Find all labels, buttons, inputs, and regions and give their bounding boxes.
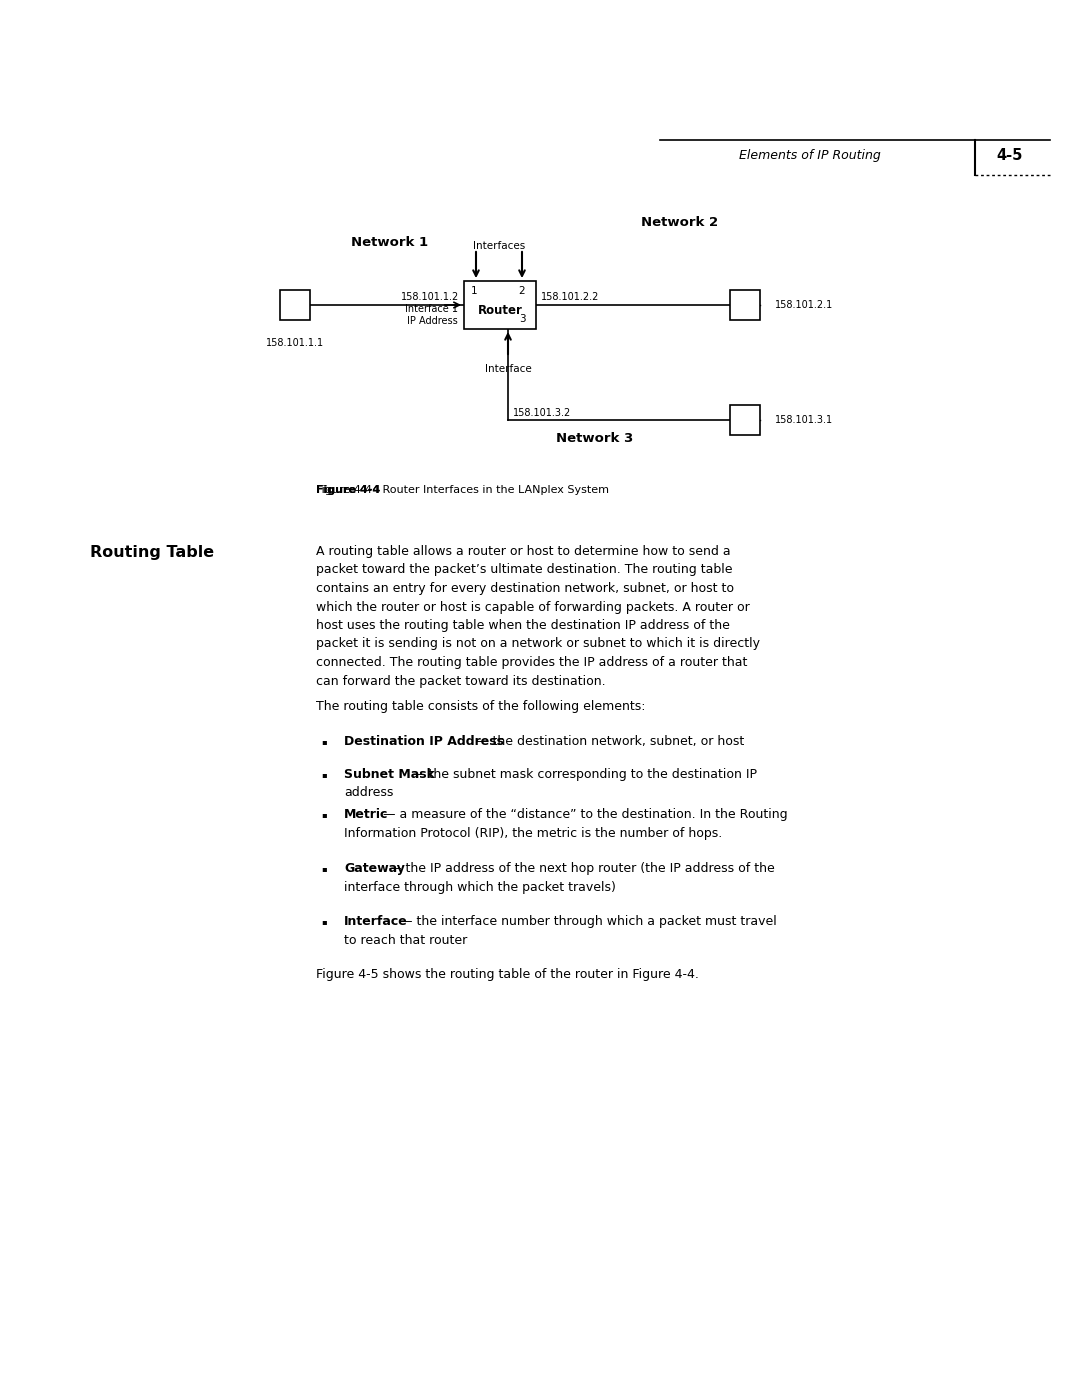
Text: Router: Router [477, 305, 523, 317]
Text: 4-5: 4-5 [997, 148, 1023, 162]
Text: ▪: ▪ [321, 738, 327, 746]
Text: 2: 2 [518, 286, 525, 296]
Text: Network 2: Network 2 [642, 217, 718, 229]
Text: Interface 1
IP Address: Interface 1 IP Address [405, 303, 458, 327]
Text: Information Protocol (RIP), the metric is the number of hops.: Information Protocol (RIP), the metric i… [345, 827, 723, 840]
Text: packet it is sending is not on a network or subnet to which it is directly: packet it is sending is not on a network… [316, 637, 760, 651]
Text: 158.101.3.2: 158.101.3.2 [513, 408, 571, 418]
Text: ▪: ▪ [321, 863, 327, 873]
Text: host uses the routing table when the destination IP address of the: host uses the routing table when the des… [316, 619, 730, 631]
Text: Figure 4-4: Figure 4-4 [316, 485, 380, 495]
Text: ▪: ▪ [321, 810, 327, 819]
Text: — the interface number through which a packet must travel: — the interface number through which a p… [396, 915, 777, 928]
Text: interface through which the packet travels): interface through which the packet trave… [345, 880, 616, 894]
Bar [730, 405, 760, 434]
Text: — the subnet mask corresponding to the destination IP: — the subnet mask corresponding to the d… [408, 768, 757, 781]
Text: Routing Table: Routing Table [90, 545, 214, 560]
Text: Network 1: Network 1 [351, 236, 429, 249]
Bar [730, 291, 760, 320]
Text: 158.101.3.1: 158.101.3.1 [775, 415, 833, 425]
Text: 1: 1 [471, 286, 477, 296]
Text: connected. The routing table provides the IP address of a router that: connected. The routing table provides th… [316, 657, 747, 669]
Text: — a measure of the “distance” to the destination. In the Routing: — a measure of the “distance” to the des… [379, 807, 787, 821]
Text: — the destination network, subnet, or host: — the destination network, subnet, or ho… [472, 735, 744, 747]
Text: 3: 3 [518, 314, 525, 324]
Text: Subnet Mask: Subnet Mask [345, 768, 435, 781]
Text: Figure 4-4: Figure 4-4 [316, 485, 380, 495]
Text: can forward the packet toward its destination.: can forward the packet toward its destin… [316, 675, 606, 687]
Text: 158.101.2.1: 158.101.2.1 [775, 300, 834, 310]
Text: Interfaces: Interfaces [473, 242, 525, 251]
Text: A routing table allows a router or host to determine how to send a: A routing table allows a router or host … [316, 545, 731, 557]
Text: contains an entry for every destination network, subnet, or host to: contains an entry for every destination … [316, 583, 734, 595]
Text: address: address [345, 787, 393, 799]
Text: The routing table consists of the following elements:: The routing table consists of the follow… [316, 700, 646, 712]
Text: to reach that router: to reach that router [345, 933, 468, 947]
Text: which the router or host is capable of forwarding packets. A router or: which the router or host is capable of f… [316, 601, 750, 613]
Text: packet toward the packet’s ultimate destination. The routing table: packet toward the packet’s ultimate dest… [316, 563, 732, 577]
Text: Metric: Metric [345, 807, 389, 821]
Text: ▪: ▪ [321, 916, 327, 926]
Bar [464, 281, 536, 330]
Bar [280, 291, 310, 320]
Text: Interface: Interface [345, 915, 408, 928]
Text: ▪: ▪ [321, 770, 327, 780]
Text: Figure 4-5 shows the routing table of the router in Figure 4-4.: Figure 4-5 shows the routing table of th… [316, 968, 699, 981]
Text: Figure 4-4   Router Interfaces in the LANplex System: Figure 4-4 Router Interfaces in the LANp… [316, 485, 609, 495]
Text: 158.101.1.2: 158.101.1.2 [401, 292, 459, 302]
Text: — the IP address of the next hop router (the IP address of the: — the IP address of the next hop router … [384, 862, 774, 875]
Text: Elements of IP Routing: Elements of IP Routing [739, 148, 881, 162]
Text: Network 3: Network 3 [556, 432, 634, 446]
Text: Interface: Interface [485, 365, 531, 374]
Text: 158.101.1.1: 158.101.1.1 [266, 338, 324, 348]
Text: Destination IP Address: Destination IP Address [345, 735, 504, 747]
Text: 158.101.2.2: 158.101.2.2 [541, 292, 599, 302]
Text: Gateway: Gateway [345, 862, 405, 875]
